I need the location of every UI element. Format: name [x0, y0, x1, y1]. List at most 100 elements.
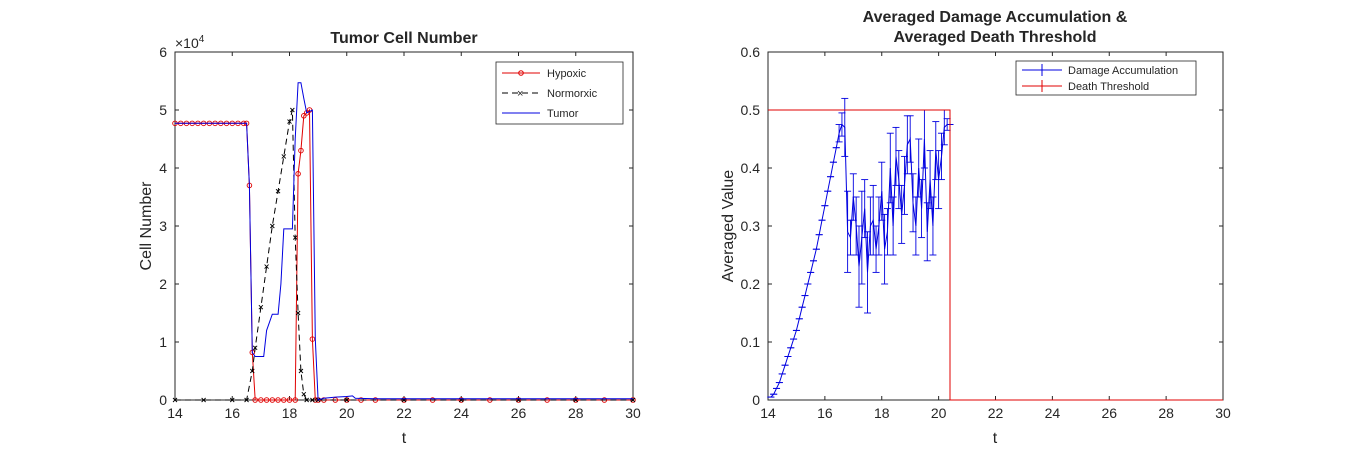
- error-bar-damage-accumulation: [886, 132, 894, 204]
- series-line-normorxic: [175, 109, 633, 401]
- data-point-normorxic: [290, 107, 295, 113]
- error-bar-damage-accumulation: [889, 196, 897, 256]
- x-tick-label: 30: [625, 405, 641, 421]
- data-point-normorxic: [301, 391, 307, 397]
- x-axis-label: t: [993, 430, 998, 447]
- error-bar-damage-accumulation: [835, 124, 843, 143]
- data-point-stroke: [292, 235, 298, 240]
- y-tick-label: 0.3: [741, 218, 761, 234]
- error-bar-damage-accumulation: [855, 225, 863, 308]
- axis-ticks: 14 16 18 20 22 24 26 28 30 0 0.1 0.2 0.3 0.4 0.5 0.6: [741, 44, 1231, 421]
- data-point-normorxic: [201, 397, 206, 403]
- data-point-normorxic: [249, 368, 255, 374]
- data-point-normorxic: [172, 397, 178, 403]
- chart-title: Tumor Cell Number: [330, 30, 477, 47]
- data-point-normorxic: [304, 397, 309, 403]
- data-point-stroke: [344, 397, 350, 403]
- error-bar-damage-accumulation: [872, 225, 880, 273]
- data-point-hypoxic: [295, 171, 301, 177]
- data-point-stroke: [264, 264, 269, 269]
- data-point-stroke: [258, 304, 264, 310]
- x-tick-label: 22: [396, 405, 412, 421]
- data-point-stroke: [201, 397, 206, 403]
- error-bar-damage-accumulation: [875, 196, 883, 256]
- y-axis-label: Cell Number: [138, 181, 155, 271]
- error-bar-damage-accumulation: [937, 132, 945, 181]
- data-point-normorxic: [252, 345, 258, 351]
- data-point-hypoxic: [269, 397, 276, 403]
- data-point-stroke: [229, 397, 235, 403]
- legend-normorxic-marker: ×: [517, 88, 523, 100]
- series-layer: [767, 97, 1223, 401]
- data-point-normorxic: [287, 119, 292, 124]
- data-point-stroke: [244, 397, 249, 403]
- legend-damage-label: Damage Accumulation: [1068, 65, 1178, 77]
- data-point-hypoxic: [263, 397, 270, 403]
- data-point-stroke: [310, 397, 315, 403]
- error-bar-damage-accumulation: [844, 190, 852, 273]
- data-point-stroke: [252, 345, 258, 351]
- data-point-normorxic: [275, 188, 281, 194]
- y-tick-label: 1: [159, 334, 167, 350]
- x-axis-label: t: [402, 430, 407, 447]
- data-point-stroke: [249, 368, 255, 374]
- data-point-normorxic: [344, 397, 350, 403]
- data-point-stroke: [275, 188, 281, 194]
- x-tick-label: 20: [931, 405, 947, 421]
- data-point-normorxic: [292, 235, 298, 240]
- legend: Hypoxic × Normorxic Tumor: [495, 61, 624, 125]
- data-point-hypoxic: [298, 147, 304, 154]
- y-tick-label: 3: [159, 218, 167, 234]
- x-tick-label: 14: [760, 405, 776, 421]
- data-point-stroke: [270, 223, 275, 229]
- data-point-normorxic: [295, 310, 301, 316]
- data-point-stroke: [290, 107, 295, 113]
- series-layer: [172, 82, 636, 403]
- data-point-normorxic: [270, 223, 275, 229]
- error-bar-damage-accumulation: [838, 112, 846, 137]
- tumor-cell-number-chart: Tumor Cell Number t Cell Number ×104 14 1…: [138, 30, 641, 447]
- error-bar-damage-accumulation: [901, 155, 908, 215]
- y-tick-label: 4: [159, 160, 167, 176]
- y-tick-label: 0.6: [741, 44, 761, 60]
- chart-title-line2: Averaged Death Threshold: [893, 29, 1096, 46]
- data-point-hypoxic: [281, 397, 287, 403]
- data-point-stroke: [304, 397, 309, 403]
- error-bar-damage-accumulation: [926, 150, 934, 210]
- x-tick-label: 16: [817, 405, 833, 421]
- error-bar-damage-accumulation: [878, 161, 886, 221]
- data-point-hypoxic: [301, 113, 307, 119]
- x-tick-label: 24: [1045, 405, 1061, 421]
- y-tick-label: 2: [159, 276, 167, 292]
- data-point-hypoxic: [252, 397, 258, 403]
- error-bar-damage-accumulation: [929, 196, 937, 256]
- data-point-hypoxic: [309, 336, 316, 342]
- data-point-hypoxic: [292, 397, 298, 403]
- data-point-normorxic: [258, 304, 264, 310]
- axis-ticks: 14 16 18 20 22 24 26 28 30 0 1 2 3 4 5 6: [159, 44, 641, 421]
- y-tick-label: 0.2: [741, 276, 761, 292]
- data-point-stroke: [630, 397, 636, 403]
- series-line-damage-accumulation: [770, 123, 950, 398]
- data-point-hypoxic: [286, 397, 293, 403]
- x-tick-label: 14: [167, 405, 183, 421]
- y-tick-label: 0: [752, 392, 760, 408]
- y-axis-label: Averaged Value: [720, 170, 737, 282]
- y-tick-label: 0.5: [741, 102, 761, 118]
- plot-area: [767, 51, 1224, 401]
- series-line-death-threshold: [768, 109, 1223, 401]
- x-tick-label: 26: [1101, 405, 1117, 421]
- data-point-stroke: [295, 310, 301, 316]
- data-point-stroke: [287, 119, 292, 124]
- error-bar-damage-accumulation: [895, 150, 903, 210]
- chart-title-line1: Averaged Damage Accumulation &: [863, 9, 1128, 26]
- series-line-tumor: [175, 82, 633, 401]
- legend: Damage Accumulation Death Threshold: [1015, 60, 1197, 96]
- x-tick-label: 18: [282, 405, 298, 421]
- error-bar-damage-accumulation: [906, 115, 914, 163]
- error-bar-damage-accumulation: [909, 173, 917, 233]
- y-tick-label: 0.1: [741, 334, 761, 350]
- x-tick-label: 28: [568, 405, 584, 421]
